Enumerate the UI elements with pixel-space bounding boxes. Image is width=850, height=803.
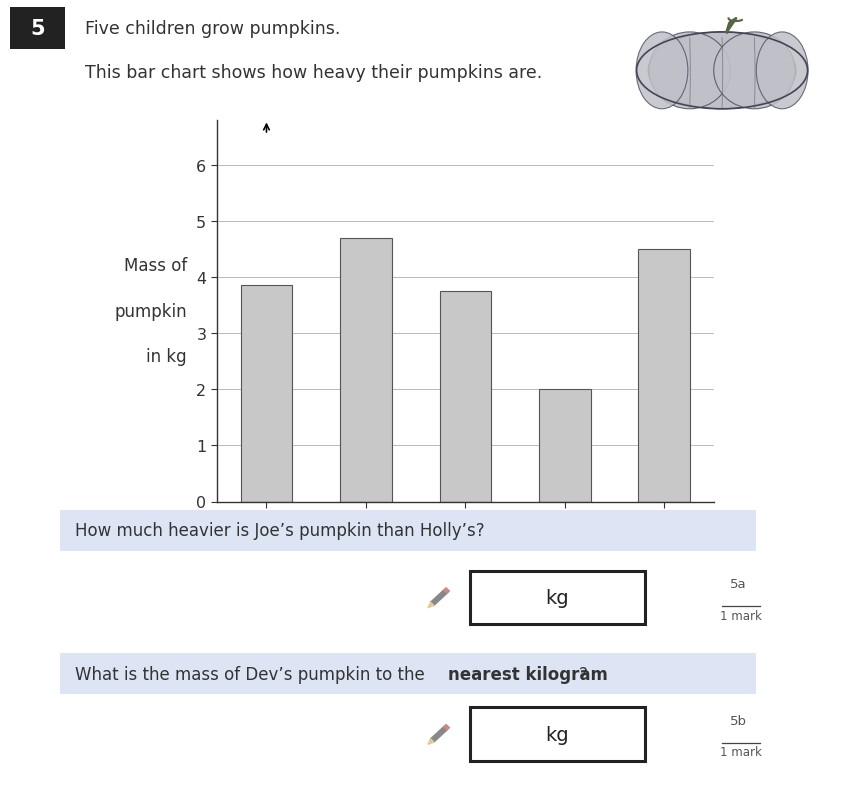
Text: This bar chart shows how heavy their pumpkins are.: This bar chart shows how heavy their pum…: [85, 64, 542, 82]
Ellipse shape: [756, 33, 808, 110]
Bar: [539, 389, 591, 502]
FancyBboxPatch shape: [6, 5, 70, 53]
Text: 5b: 5b: [730, 714, 747, 727]
Text: Five children grow pumpkins.: Five children grow pumpkins.: [85, 20, 340, 38]
Text: nearest kilogram: nearest kilogram: [449, 665, 609, 683]
Text: 1 mark: 1 mark: [720, 609, 762, 622]
Polygon shape: [444, 724, 450, 730]
Text: 5: 5: [31, 19, 45, 39]
Bar: [241, 286, 292, 502]
Text: 1 mark: 1 mark: [720, 745, 762, 758]
Text: What is the mass of Dev’s pumpkin to the: What is the mass of Dev’s pumpkin to the: [75, 665, 430, 683]
Polygon shape: [430, 727, 447, 742]
Ellipse shape: [714, 33, 795, 110]
Text: 5a: 5a: [730, 577, 746, 590]
Text: pumpkin: pumpkin: [115, 302, 187, 320]
Polygon shape: [428, 602, 434, 608]
Text: Mass of: Mass of: [124, 256, 187, 275]
Text: kg: kg: [545, 589, 569, 607]
Ellipse shape: [636, 33, 688, 110]
FancyBboxPatch shape: [470, 571, 645, 625]
Polygon shape: [430, 590, 447, 605]
Bar: [340, 238, 392, 502]
Bar: [439, 291, 491, 502]
Bar: [638, 250, 690, 502]
Text: kg: kg: [545, 725, 569, 744]
FancyBboxPatch shape: [25, 507, 791, 554]
Polygon shape: [428, 739, 434, 744]
Polygon shape: [444, 588, 450, 593]
Text: How much heavier is Joe’s pumpkin than Holly’s?: How much heavier is Joe’s pumpkin than H…: [75, 522, 484, 540]
Ellipse shape: [648, 33, 796, 110]
FancyBboxPatch shape: [470, 707, 645, 761]
FancyBboxPatch shape: [25, 650, 791, 697]
Text: ?: ?: [579, 665, 587, 683]
Ellipse shape: [649, 33, 730, 110]
Text: in kg: in kg: [146, 348, 187, 366]
